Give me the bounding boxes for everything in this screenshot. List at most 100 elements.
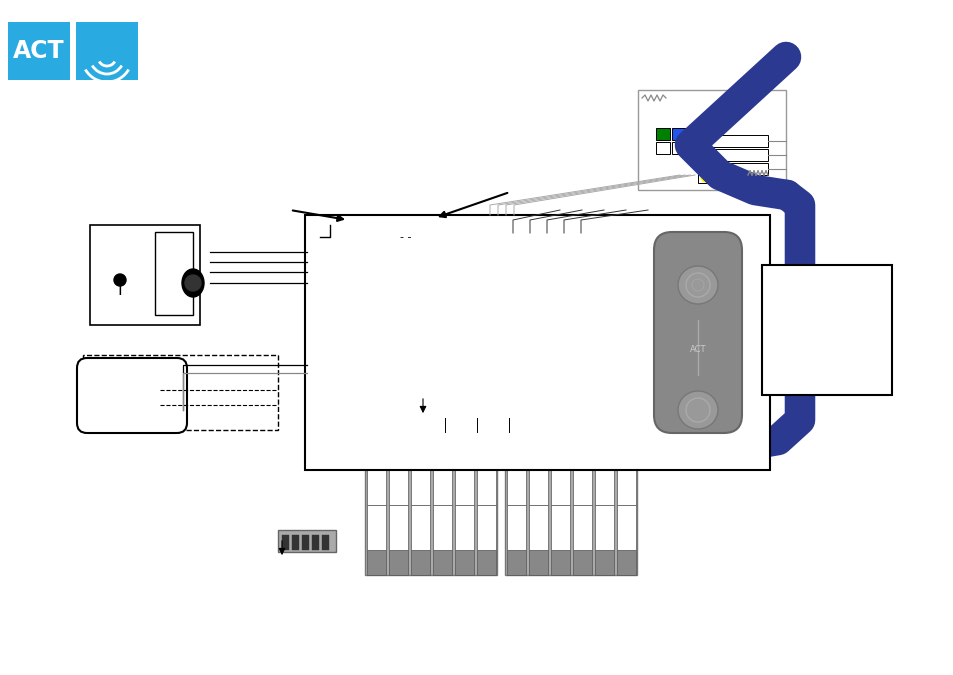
Bar (307, 236, 327, 248)
Bar (566, 376, 582, 394)
Circle shape (515, 379, 526, 391)
Bar (411, 460, 430, 505)
Bar (506, 505, 525, 550)
Bar (302, 535, 309, 550)
Bar (419, 285, 441, 295)
Bar (328, 216, 343, 228)
Bar (322, 381, 350, 403)
Bar (385, 233, 399, 253)
Circle shape (308, 281, 317, 290)
Bar (345, 250, 375, 305)
Circle shape (402, 240, 415, 252)
Bar (83, 355, 277, 430)
Circle shape (533, 379, 544, 391)
Text: i: i (117, 281, 122, 299)
Bar (450, 285, 472, 295)
Bar (602, 376, 618, 394)
Bar (461, 388, 469, 406)
Bar (492, 388, 498, 406)
Bar (599, 306, 627, 318)
Bar (506, 550, 525, 575)
Text: ACT: ACT (13, 39, 65, 63)
Bar (455, 460, 474, 505)
Circle shape (386, 240, 397, 252)
FancyBboxPatch shape (654, 232, 741, 433)
Bar (401, 233, 416, 253)
Bar (481, 388, 489, 406)
FancyBboxPatch shape (77, 358, 187, 433)
Bar (573, 505, 592, 550)
Bar (455, 505, 474, 550)
Bar (441, 388, 449, 406)
Bar (341, 401, 347, 413)
Bar (567, 326, 585, 337)
Bar (307, 250, 327, 262)
Bar (339, 223, 361, 255)
Bar (448, 285, 527, 355)
Bar (305, 215, 769, 470)
Circle shape (308, 252, 317, 261)
Bar (368, 233, 382, 253)
Circle shape (535, 315, 544, 325)
Bar (698, 171, 732, 183)
Bar (426, 333, 437, 344)
Bar (307, 278, 327, 290)
Circle shape (700, 136, 710, 146)
Bar (90, 225, 200, 325)
Circle shape (700, 172, 710, 182)
Bar (307, 369, 329, 381)
Bar (367, 550, 386, 575)
Bar (412, 346, 423, 357)
Bar (529, 460, 547, 505)
Bar (567, 300, 585, 311)
Bar (541, 233, 557, 253)
Bar (567, 313, 585, 324)
Bar (433, 460, 452, 505)
Bar (761, 265, 891, 395)
Circle shape (586, 379, 598, 391)
Bar (412, 333, 423, 344)
Bar (365, 217, 382, 235)
Bar (497, 270, 519, 280)
Circle shape (700, 150, 710, 160)
Bar (529, 505, 547, 550)
Bar (551, 505, 569, 550)
Bar (506, 460, 525, 505)
Bar (365, 460, 497, 575)
Bar (476, 505, 496, 550)
Bar (412, 320, 423, 331)
Bar (389, 505, 408, 550)
Circle shape (594, 240, 605, 252)
Bar (599, 278, 627, 290)
Ellipse shape (182, 269, 204, 297)
Circle shape (559, 240, 572, 252)
Bar (413, 418, 507, 432)
Circle shape (367, 219, 380, 233)
Bar (513, 376, 529, 394)
Bar (551, 460, 569, 505)
Bar (698, 149, 767, 161)
Bar (476, 460, 496, 505)
Bar (345, 310, 379, 330)
Bar (698, 135, 767, 147)
Circle shape (419, 240, 432, 252)
Circle shape (454, 240, 465, 252)
Circle shape (309, 370, 318, 380)
Bar (433, 550, 452, 575)
Circle shape (113, 274, 126, 286)
Circle shape (436, 240, 449, 252)
Circle shape (577, 240, 588, 252)
Bar (593, 233, 607, 253)
Bar (617, 550, 636, 575)
Bar (431, 437, 442, 447)
Bar (551, 550, 569, 575)
Bar (595, 550, 614, 575)
Bar (452, 388, 458, 406)
Bar (411, 505, 430, 550)
Circle shape (309, 384, 318, 394)
Bar (656, 128, 669, 140)
Bar (436, 233, 451, 253)
Circle shape (308, 267, 317, 275)
Bar (531, 376, 546, 394)
Bar (450, 270, 472, 280)
